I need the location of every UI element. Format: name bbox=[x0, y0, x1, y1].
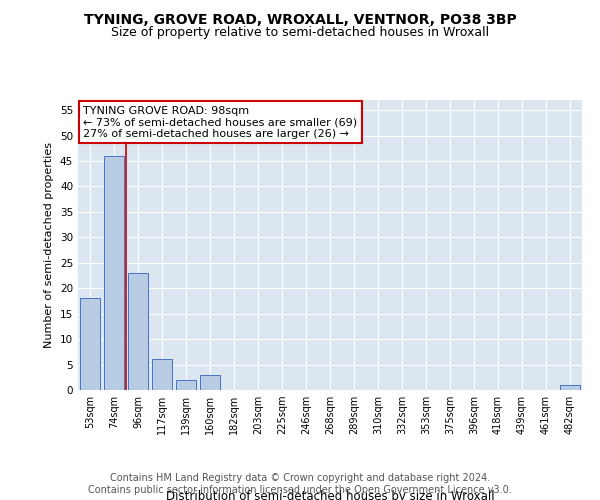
X-axis label: Distribution of semi-detached houses by size in Wroxall: Distribution of semi-detached houses by … bbox=[166, 490, 494, 500]
Text: Contains HM Land Registry data © Crown copyright and database right 2024.
Contai: Contains HM Land Registry data © Crown c… bbox=[88, 474, 512, 495]
Bar bbox=[152, 360, 172, 390]
Bar bbox=[176, 380, 196, 390]
Y-axis label: Number of semi-detached properties: Number of semi-detached properties bbox=[44, 142, 55, 348]
Bar bbox=[560, 385, 580, 390]
Bar bbox=[200, 374, 220, 390]
Text: TYNING, GROVE ROAD, WROXALL, VENTNOR, PO38 3BP: TYNING, GROVE ROAD, WROXALL, VENTNOR, PO… bbox=[83, 12, 517, 26]
Bar bbox=[80, 298, 100, 390]
Bar bbox=[128, 273, 148, 390]
Text: TYNING GROVE ROAD: 98sqm
← 73% of semi-detached houses are smaller (69)
27% of s: TYNING GROVE ROAD: 98sqm ← 73% of semi-d… bbox=[83, 106, 357, 139]
Bar bbox=[104, 156, 124, 390]
Text: Size of property relative to semi-detached houses in Wroxall: Size of property relative to semi-detach… bbox=[111, 26, 489, 39]
